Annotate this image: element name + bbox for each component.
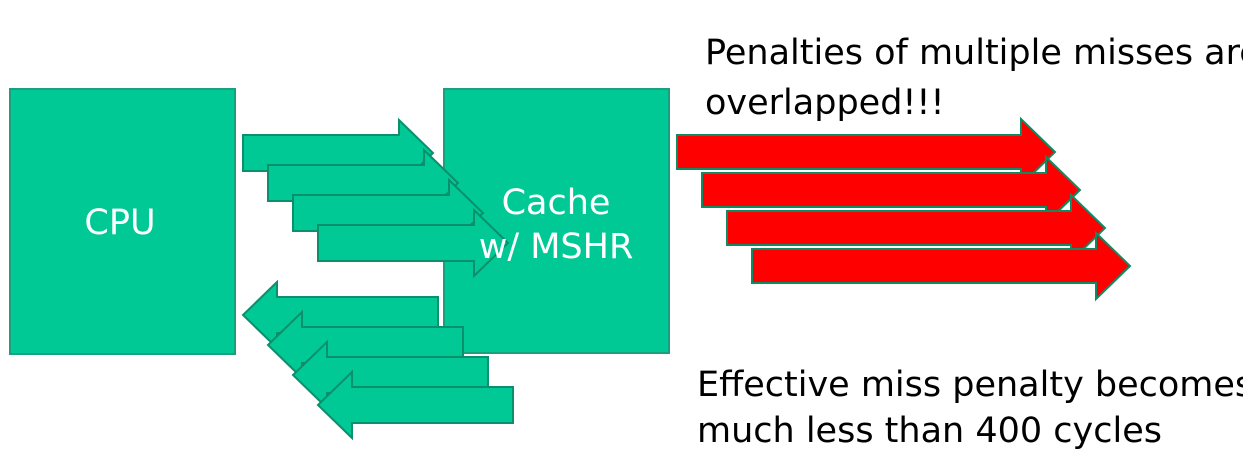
request-arrow (317, 207, 510, 279)
effective-penalty-line2: much less than 400 cycles (697, 411, 1162, 451)
overlap-note: Penalties of multiple misses are overlap… (705, 28, 1243, 128)
effective-penalty-note: Effective miss penalty becomes much less… (697, 362, 1243, 454)
miss-arrow (701, 154, 1082, 226)
cache-label-line1: Cache (502, 183, 611, 223)
cache-label-line2: w/ MSHR (479, 227, 634, 267)
response-arrows (241, 279, 514, 441)
miss-arrow (726, 192, 1107, 264)
request-arrows (242, 117, 510, 279)
miss-arrow (751, 230, 1132, 302)
overlap-note-line1: Penalties of multiple misses are (705, 33, 1243, 73)
cpu-label: CPU (84, 203, 155, 243)
response-arrow (316, 369, 514, 441)
effective-penalty-line1: Effective miss penalty becomes (697, 365, 1243, 405)
miss-arrow (676, 116, 1057, 188)
overlap-note-line2: overlapped!!! (705, 83, 945, 123)
miss-arrows (676, 116, 1132, 302)
cpu-box (9, 88, 236, 355)
